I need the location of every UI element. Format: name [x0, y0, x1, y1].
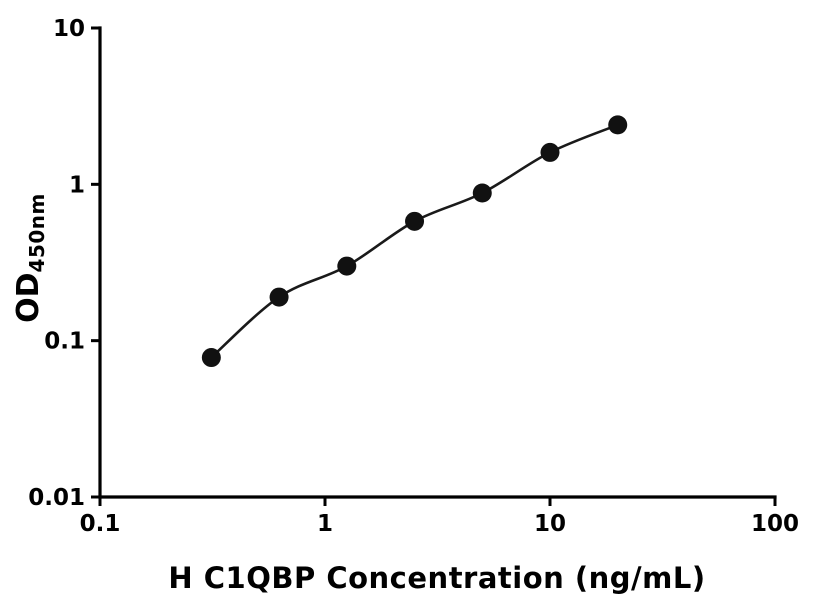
y-tick-label: 1	[69, 172, 85, 198]
x-axis-label: H C1QBP Concentration (ng/mL)	[168, 561, 706, 595]
y-tick-label: 10	[53, 16, 85, 42]
y-tick-label: 0.01	[28, 485, 85, 511]
y-axis-label-subscript: 450nm	[25, 193, 49, 273]
curve-line	[210, 123, 619, 359]
y-axis-label-main: OD	[11, 272, 46, 323]
data-point	[405, 211, 425, 231]
x-tick-label: 1	[317, 511, 333, 537]
data-point	[472, 183, 492, 203]
x-tick-label: 0.1	[80, 511, 121, 537]
x-tick-label: 100	[751, 511, 799, 537]
data-point	[269, 287, 289, 307]
y-tick-label: 0.1	[44, 329, 85, 355]
x-tick-label: 10	[534, 511, 566, 537]
data-point	[540, 142, 560, 162]
data-point	[337, 256, 357, 276]
data-point	[201, 348, 221, 368]
data-point	[608, 115, 628, 135]
y-axis-label: OD450nm	[11, 193, 49, 323]
